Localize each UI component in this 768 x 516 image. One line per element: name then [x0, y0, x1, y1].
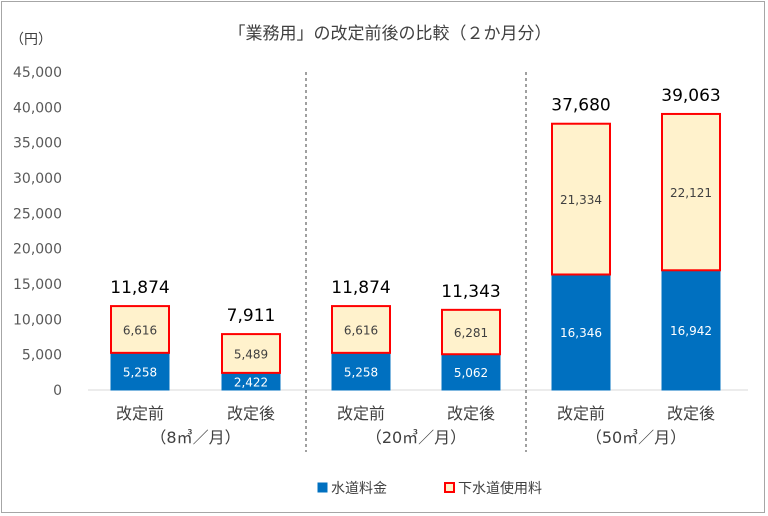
bar-segment	[551, 122, 611, 276]
y-tick-label: 0	[53, 383, 62, 399]
chart-title: 「業務用」の改定前後の比較（２か月分）	[229, 24, 552, 44]
bar-segment	[221, 333, 281, 374]
bar-value-label: 16,942	[670, 324, 712, 338]
bar-value-label: 6,616	[344, 323, 378, 337]
y-tick-label: 40,000	[13, 100, 62, 116]
bar-segment	[110, 352, 170, 391]
bar-total-label: 39,063	[661, 86, 720, 106]
category-label: 改定前	[337, 404, 385, 423]
bar-value-label: 6,616	[123, 323, 157, 337]
bar-segment	[551, 273, 611, 391]
bar-value-label: 6,281	[454, 326, 488, 340]
bar-value-label: 2,422	[234, 375, 268, 389]
group-label: （20㎥／月）	[366, 428, 466, 447]
category-label: 改定前	[557, 404, 605, 423]
bar-segment	[331, 352, 391, 391]
group-label: （50㎥／月）	[586, 428, 686, 447]
y-tick-label: 45,000	[13, 65, 62, 81]
bar-value-label: 5,258	[123, 365, 157, 379]
legend-label: 下水道使用料	[458, 480, 542, 497]
y-tick-label: 25,000	[13, 206, 62, 222]
y-tick-label: 10,000	[13, 312, 62, 328]
category-label: 改定前	[116, 404, 164, 423]
bar-total-label: 7,911	[227, 306, 276, 326]
bar-segment	[110, 305, 170, 354]
category-label: 改定後	[227, 404, 275, 423]
bar-total-label: 11,874	[110, 278, 169, 298]
category-label: 改定後	[667, 404, 715, 423]
bar-segment	[441, 308, 501, 356]
bar-total-label: 11,343	[441, 282, 500, 302]
group-label: （8㎥／月）	[150, 428, 240, 447]
bar-value-label: 5,489	[234, 347, 268, 361]
bar-segment	[661, 112, 721, 272]
bar-total-label: 37,680	[551, 96, 610, 116]
y-tick-label: 35,000	[13, 136, 62, 152]
y-tick-label: 20,000	[13, 242, 62, 258]
bar-value-label: 21,334	[560, 193, 602, 207]
bar-value-label: 5,062	[454, 366, 488, 380]
bar-value-label: 5,258	[344, 365, 378, 379]
bar-value-label: 22,121	[670, 186, 712, 200]
legend-label: 水道料金	[331, 481, 387, 497]
legend-swatch	[444, 482, 455, 493]
category-label: 改定後	[447, 404, 495, 423]
y-tick-label: 30,000	[13, 171, 62, 187]
y-tick-label: 5,000	[22, 348, 62, 364]
bar-segment	[661, 269, 721, 391]
legend-swatch	[317, 482, 328, 493]
bar-segment	[331, 305, 391, 354]
y-tick-label: 15,000	[13, 277, 62, 293]
bar-segment	[441, 353, 501, 391]
bar-value-label: 16,346	[560, 326, 602, 340]
y-axis-unit: （円）	[10, 32, 52, 48]
bar-total-label: 11,874	[331, 278, 390, 298]
